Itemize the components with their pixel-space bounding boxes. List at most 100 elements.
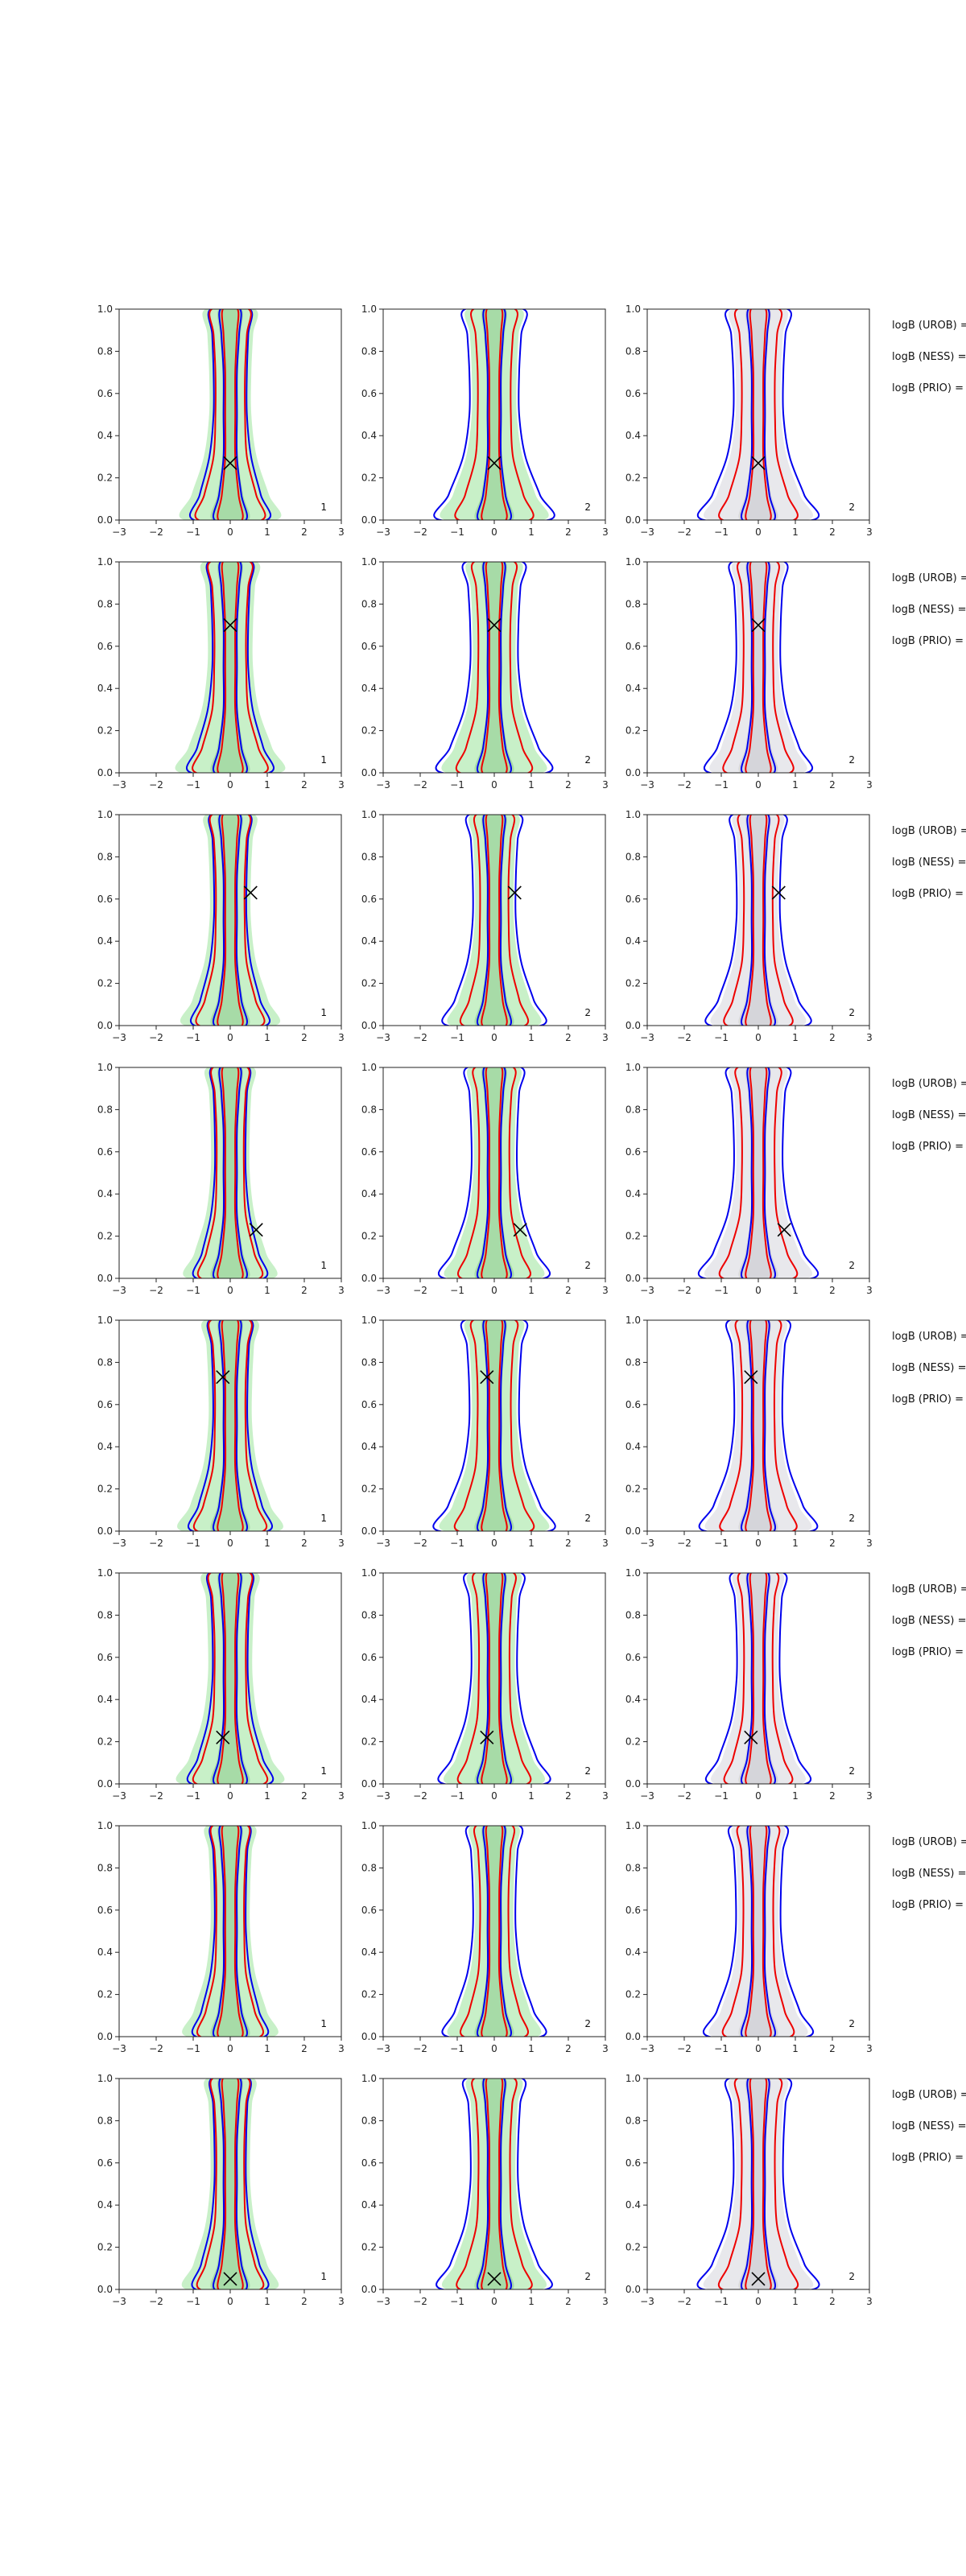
density-fill-inner bbox=[474, 815, 514, 1026]
x-tick-label: −1 bbox=[450, 1790, 464, 1802]
x-tick-label: 0 bbox=[227, 2043, 233, 2054]
y-tick-label: 0.6 bbox=[361, 388, 377, 399]
y-tick-label: 0.4 bbox=[361, 2199, 377, 2211]
density-fill-inner bbox=[738, 2079, 778, 2289]
red-contour-inner bbox=[481, 1826, 508, 2037]
density-fill-inner bbox=[210, 1320, 250, 1531]
density-fill-inner bbox=[738, 1067, 778, 1278]
truth-marker-x bbox=[751, 618, 766, 633]
y-tick-label: 0.6 bbox=[625, 894, 641, 905]
x-tick-label: −2 bbox=[413, 779, 427, 791]
x-tick-label: −1 bbox=[186, 1285, 200, 1296]
truth-marker-x bbox=[751, 2272, 766, 2286]
y-tick-label: 0.8 bbox=[97, 2115, 113, 2126]
density-fill-inner bbox=[210, 1573, 250, 1784]
y-tick-label: 0.8 bbox=[625, 1862, 641, 1873]
blue-contour-inner bbox=[740, 1067, 777, 1278]
panel-r2-c1: −3 −2 −1 0 1 2 3 0.0 0.2 0.4 0.6 0.8 1.0 1 bbox=[97, 556, 345, 791]
x-tick-label: 2 bbox=[565, 1538, 572, 1549]
blue-contour-inner bbox=[212, 1067, 249, 1278]
x-tick-label: 0 bbox=[755, 1538, 762, 1549]
x-tick-label: −2 bbox=[413, 526, 427, 538]
x-tick-label: −3 bbox=[112, 2296, 126, 2307]
truth-marker-x bbox=[744, 1730, 758, 1744]
red-contour-inner bbox=[481, 1067, 508, 1278]
blue-contour-inner bbox=[476, 1826, 513, 2037]
blue-contour-outer bbox=[696, 2079, 820, 2289]
red-contour-inner bbox=[217, 1573, 244, 1784]
y-tick-label: 0.2 bbox=[97, 1484, 113, 1495]
logb-side-label: logB (NESS) = bbox=[892, 857, 966, 869]
logb-side-label: logB (NESS) = bbox=[892, 1615, 966, 1627]
y-tick-label: 0.2 bbox=[97, 1989, 113, 2000]
panel-corner-label: 2 bbox=[584, 1260, 591, 1271]
blue-contour-outer bbox=[435, 562, 554, 773]
x-tick-label: 3 bbox=[602, 2296, 609, 2307]
panel-r3-c2: −3 −2 −1 0 1 2 3 0.0 0.2 0.4 0.6 0.8 1.0 2 bbox=[361, 809, 609, 1043]
y-tick-label: 0.4 bbox=[625, 1441, 641, 1452]
blue-contour-inner bbox=[740, 309, 777, 520]
x-tick-label: 0 bbox=[755, 2043, 762, 2054]
density-fill-inner bbox=[474, 1320, 514, 1531]
x-tick-label: 3 bbox=[866, 779, 873, 791]
logb-side-label: logB (PRIO) = bbox=[892, 1141, 964, 1153]
y-tick-label: 0.2 bbox=[361, 725, 377, 737]
y-tick-label: 0.0 bbox=[361, 1020, 377, 1031]
panel-r6-c2: −3 −2 −1 0 1 2 3 0.0 0.2 0.4 0.6 0.8 1.0 2 bbox=[361, 1567, 609, 1802]
x-tick-label: −1 bbox=[714, 2296, 729, 2307]
y-tick-label: 0.0 bbox=[97, 1020, 113, 1031]
x-tick-label: 2 bbox=[301, 779, 308, 791]
x-tick-label: −3 bbox=[112, 1538, 126, 1549]
x-tick-label: 0 bbox=[227, 1285, 233, 1296]
x-tick-label: 3 bbox=[338, 2043, 345, 2054]
x-tick-label: 1 bbox=[792, 2296, 799, 2307]
x-tick-label: −3 bbox=[112, 526, 126, 538]
x-tick-label: 1 bbox=[792, 1538, 799, 1549]
x-tick-label: −2 bbox=[149, 2043, 163, 2054]
x-tick-label: −2 bbox=[149, 1790, 163, 1802]
x-tick-label: −2 bbox=[413, 2043, 427, 2054]
x-tick-label: 0 bbox=[491, 779, 497, 791]
logb-side-label: logB (NESS) = bbox=[892, 351, 966, 363]
x-tick-label: 3 bbox=[338, 1032, 345, 1043]
density-fill-inner bbox=[210, 1067, 250, 1278]
blue-contour-inner bbox=[212, 562, 249, 773]
logb-side-label: logB (UROB) = bbox=[892, 1583, 966, 1596]
x-tick-label: −3 bbox=[112, 1790, 126, 1802]
y-tick-label: 0.0 bbox=[625, 1778, 641, 1790]
panel-r2-c2: −3 −2 −1 0 1 2 3 0.0 0.2 0.4 0.6 0.8 1.0 2 bbox=[361, 556, 609, 791]
y-tick-label: 1.0 bbox=[97, 1567, 113, 1579]
y-tick-label: 0.2 bbox=[625, 1484, 641, 1495]
x-tick-label: −3 bbox=[640, 779, 654, 791]
panel-r5-c2: −3 −2 −1 0 1 2 3 0.0 0.2 0.4 0.6 0.8 1.0 2 bbox=[361, 1315, 609, 1549]
x-tick-label: 3 bbox=[338, 1790, 345, 1802]
y-tick-label: 0.0 bbox=[97, 1273, 113, 1284]
y-tick-label: 0.6 bbox=[361, 641, 377, 652]
y-tick-label: 0.8 bbox=[97, 598, 113, 609]
truth-marker-x bbox=[507, 886, 522, 900]
panel-corner-label: 1 bbox=[320, 1007, 327, 1018]
y-tick-label: 1.0 bbox=[361, 1820, 377, 1831]
y-tick-label: 0.6 bbox=[625, 2157, 641, 2169]
panel-r7-c3: −3 −2 −1 0 1 2 3 0.0 0.2 0.4 0.6 0.8 1.0 2 bbox=[625, 1820, 873, 2054]
y-tick-label: 0.6 bbox=[361, 1652, 377, 1663]
y-tick-label: 0.6 bbox=[97, 894, 113, 905]
y-tick-label: 0.8 bbox=[361, 598, 377, 609]
truth-marker-x bbox=[744, 1370, 758, 1385]
x-tick-label: 0 bbox=[227, 1032, 233, 1043]
x-tick-label: −1 bbox=[186, 779, 200, 791]
red-contour-inner bbox=[481, 562, 508, 773]
x-tick-label: −1 bbox=[714, 1538, 729, 1549]
blue-contour-inner bbox=[476, 309, 513, 520]
y-tick-label: 1.0 bbox=[625, 1567, 641, 1579]
y-tick-label: 0.0 bbox=[361, 1273, 377, 1284]
x-tick-label: 1 bbox=[528, 1790, 535, 1802]
blue-contour-outer bbox=[698, 1067, 819, 1278]
y-tick-label: 0.6 bbox=[361, 1146, 377, 1158]
y-tick-label: 0.4 bbox=[625, 430, 641, 441]
x-tick-label: 3 bbox=[866, 2043, 873, 2054]
x-tick-label: −1 bbox=[714, 1790, 729, 1802]
y-tick-label: 0.6 bbox=[625, 641, 641, 652]
x-tick-label: −2 bbox=[413, 1285, 427, 1296]
